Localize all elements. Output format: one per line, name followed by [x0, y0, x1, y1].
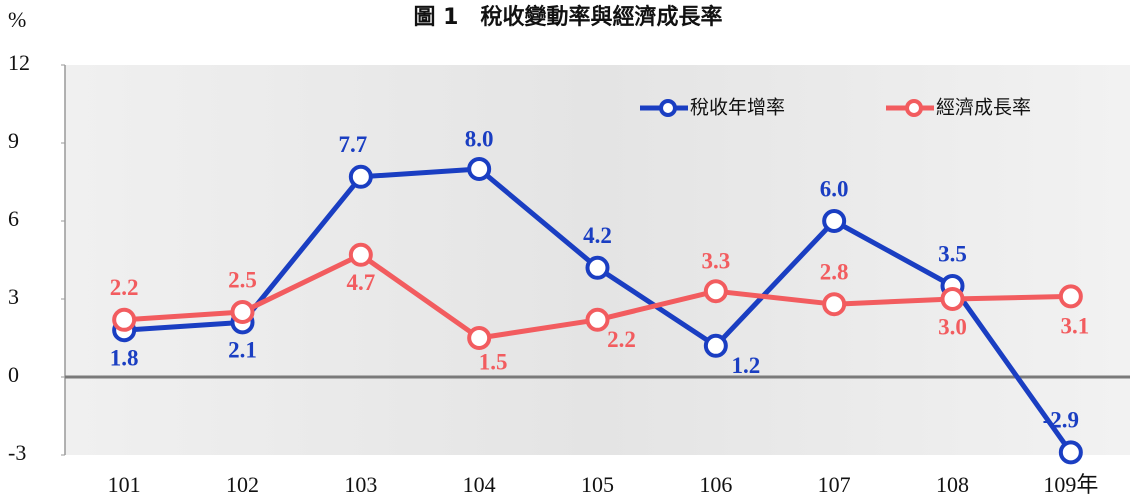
- chart-title: 圖 1 稅收變動率與經濟成長率: [414, 4, 723, 30]
- data-label: 7.7: [338, 132, 367, 157]
- data-label: 3.1: [1060, 314, 1089, 339]
- data-label: 2.8: [820, 259, 849, 284]
- data-label: -2.9: [1043, 408, 1079, 433]
- data-label: 4.7: [346, 270, 375, 295]
- data-label: 2.2: [110, 275, 139, 300]
- x-tick-label: 104: [463, 472, 496, 497]
- x-tick-label: 107: [818, 472, 851, 497]
- y-tick-label: -3: [8, 440, 26, 465]
- data-label: 1.8: [110, 345, 139, 370]
- x-tick-label: 103: [344, 472, 377, 497]
- point-marker: [943, 289, 963, 309]
- point-marker: [1061, 442, 1081, 462]
- data-label: 8.0: [465, 126, 494, 151]
- point-marker: [233, 302, 253, 322]
- legend-marker: [661, 101, 675, 115]
- legend-label: 經濟成長率: [936, 97, 1031, 119]
- data-label: 3.3: [701, 248, 730, 273]
- chart: 圖 1 稅收變動率與經濟成長率 % -3 0 3 6 9 12 101 102 103 104 10…: [0, 0, 1137, 500]
- y-tick-label: 6: [8, 206, 19, 231]
- point-marker: [114, 310, 134, 330]
- data-label: 1.2: [731, 353, 760, 378]
- y-tick-label: 9: [8, 128, 19, 153]
- x-tick-label: 102: [226, 472, 259, 497]
- y-tick-label: 12: [8, 50, 30, 75]
- x-tick-label: 106: [699, 472, 732, 497]
- point-marker: [1061, 286, 1081, 306]
- point-marker: [824, 294, 844, 314]
- data-label: 2.1: [228, 338, 257, 363]
- data-label: 3.5: [938, 241, 967, 266]
- data-label: 1.5: [479, 349, 508, 374]
- data-label: 2.5: [228, 267, 257, 292]
- data-label: 4.2: [583, 223, 612, 248]
- point-marker: [469, 328, 489, 348]
- x-tick-label: 101: [108, 472, 141, 497]
- legend-label: 稅收年增率: [690, 97, 785, 119]
- y-tick-label: 3: [8, 284, 19, 309]
- point-marker: [588, 310, 608, 330]
- point-marker: [351, 167, 371, 187]
- point-marker: [706, 281, 726, 301]
- point-marker: [351, 245, 371, 265]
- data-label: 6.0: [820, 176, 849, 201]
- point-marker: [706, 336, 726, 356]
- data-label: 3.0: [938, 314, 967, 339]
- data-label: 2.2: [607, 327, 636, 352]
- legend-marker: [907, 101, 921, 115]
- y-axis-label: %: [8, 7, 26, 32]
- point-marker: [588, 258, 608, 278]
- x-tick-label: 109年: [1043, 472, 1098, 497]
- x-tick-label: 108: [936, 472, 969, 497]
- y-tick-label: 0: [8, 362, 19, 387]
- point-marker: [469, 159, 489, 179]
- point-marker: [824, 211, 844, 231]
- x-tick-label: 105: [581, 472, 614, 497]
